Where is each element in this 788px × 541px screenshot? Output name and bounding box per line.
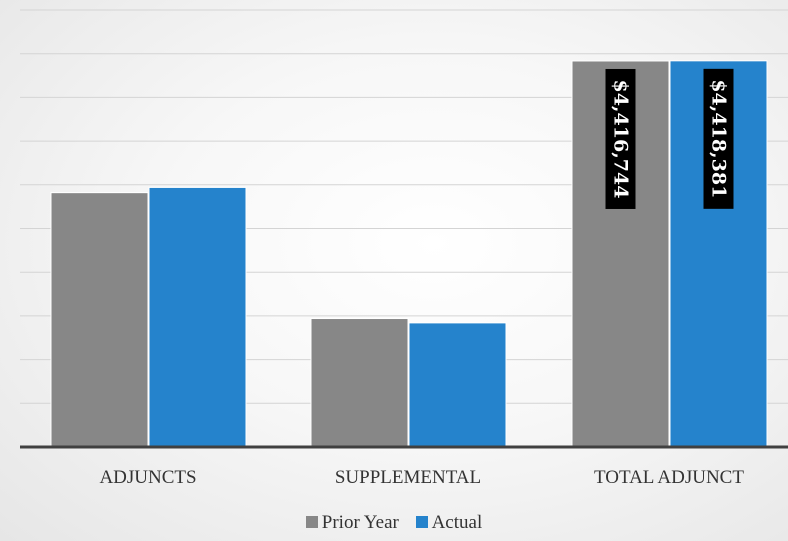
- legend-label-actual: Actual: [431, 512, 483, 533]
- data-labels: $4,416,744 $4,418,381: [605, 68, 734, 209]
- bars: [50, 60, 768, 448]
- legend-swatch-actual: [415, 516, 428, 528]
- legend-swatch-prior-year: [305, 516, 318, 528]
- bar-actual-adjuncts: [148, 186, 247, 448]
- bar-prior-year-adjuncts: [50, 192, 149, 448]
- category-label: ADJUNCTS: [99, 467, 196, 488]
- data-label: $4,416,744: [610, 79, 632, 198]
- legend-item-actual: Actual: [415, 512, 483, 534]
- bar-actual-supplemental: [408, 322, 507, 448]
- data-label-box: [703, 68, 734, 209]
- bar-prior-year-supplemental: [310, 318, 409, 448]
- data-label-box: [605, 68, 636, 209]
- data-label: $4,418,381: [708, 79, 730, 198]
- legend: Prior Year Actual: [0, 512, 788, 534]
- legend-item-prior-year: Prior Year: [305, 512, 399, 534]
- category-label: SUPPLEMENTAL: [335, 467, 481, 488]
- legend-label-prior-year: Prior Year: [321, 512, 399, 533]
- category-label: TOTAL ADJUNCT: [594, 467, 744, 488]
- category-labels: ADJUNCTS SUPPLEMENTAL TOTAL ADJUNCT: [99, 467, 744, 488]
